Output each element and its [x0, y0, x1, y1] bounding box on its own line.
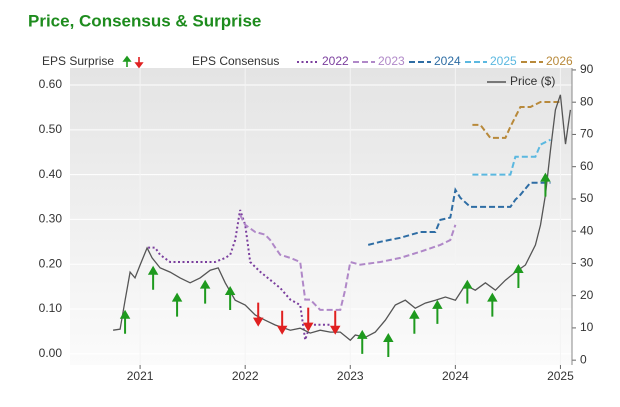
arrow-shape — [357, 329, 368, 354]
y2-tick-label: 90 — [580, 62, 594, 76]
y2-tick-label: 80 — [580, 94, 594, 108]
plot-area — [70, 68, 572, 365]
y2-tick-label: 60 — [580, 159, 594, 173]
legend-label: 2024 — [434, 54, 461, 68]
surprise-arrow — [513, 264, 524, 288]
surprise-arrow — [357, 329, 368, 354]
legend-label: 2026 — [546, 54, 573, 68]
y-tick-label: 0.30 — [39, 212, 63, 226]
x-tick-label: 2021 — [127, 369, 154, 383]
y-tick-label: 0.00 — [39, 346, 63, 360]
surprise-arrow — [383, 333, 394, 357]
arrow-shape — [147, 265, 159, 290]
series-line — [472, 138, 551, 176]
surprise-arrow — [432, 299, 443, 324]
arrow-shape — [409, 309, 420, 334]
surprise-arrow — [302, 307, 314, 332]
legend-label: 2022 — [322, 54, 349, 68]
y-tick-label: 0.20 — [39, 256, 63, 270]
arrow-shape — [540, 172, 551, 197]
arrow-shape — [432, 299, 443, 324]
surprise-arrow — [224, 285, 236, 310]
x-tick-label: 2023 — [337, 369, 364, 383]
x-tick-label: 2025 — [547, 369, 574, 383]
series-line — [472, 101, 561, 139]
surprise-arrow — [487, 292, 498, 317]
surprise-arrow — [409, 309, 420, 334]
arrow-shape — [383, 333, 394, 357]
consensus-legend-label: EPS Consensus — [192, 54, 279, 68]
x-tick-label: 2024 — [442, 369, 469, 383]
surprise-arrow — [119, 309, 131, 334]
arrow-shape — [252, 302, 264, 327]
x-tick-label: 2022 — [232, 369, 259, 383]
chart-title: Price, Consensus & Surprise — [28, 11, 261, 30]
arrow-shape — [276, 310, 288, 335]
arrow-shape — [119, 309, 131, 334]
y-tick-label: 0.10 — [39, 301, 63, 315]
y2-tick-label: 30 — [580, 256, 594, 270]
legend-label: 2023 — [378, 54, 405, 68]
y2-tick-label: 50 — [580, 191, 594, 205]
series-line — [239, 214, 457, 311]
y2-tick-label: 0 — [580, 352, 587, 366]
y2-tick-label: 20 — [580, 288, 594, 302]
surprise-arrow — [199, 279, 211, 304]
surprise-legend-label: EPS Surprise — [42, 54, 114, 68]
surprise-arrow — [171, 292, 183, 317]
arrow-shape — [199, 279, 211, 304]
arrow-shape — [171, 292, 183, 317]
surprise-arrow — [462, 279, 473, 304]
series-line — [148, 209, 331, 341]
y2-tick-label: 10 — [580, 320, 594, 334]
arrow-shape — [513, 264, 524, 288]
legend-arrow — [134, 57, 144, 69]
y-tick-label: 0.50 — [39, 122, 63, 136]
surprise-arrow — [147, 265, 159, 290]
y-tick-label: 0.40 — [39, 167, 63, 181]
surprise-arrow — [276, 310, 288, 335]
y2-tick-label: 40 — [580, 223, 594, 237]
arrow-shape — [224, 285, 236, 310]
y-tick-label: 0.60 — [39, 77, 63, 91]
arrow-shape — [329, 310, 341, 335]
arrow-shape — [487, 292, 498, 317]
arrow-shape — [462, 279, 473, 304]
y2-tick-label: 70 — [580, 127, 594, 141]
legend-label: 2025 — [490, 54, 517, 68]
surprise-arrow — [329, 310, 341, 335]
arrow-shape — [302, 307, 314, 332]
surprise-arrow — [540, 172, 551, 197]
legend-label: Price ($) — [510, 74, 555, 88]
surprise-arrow — [252, 302, 264, 327]
legend-arrow — [122, 55, 132, 67]
